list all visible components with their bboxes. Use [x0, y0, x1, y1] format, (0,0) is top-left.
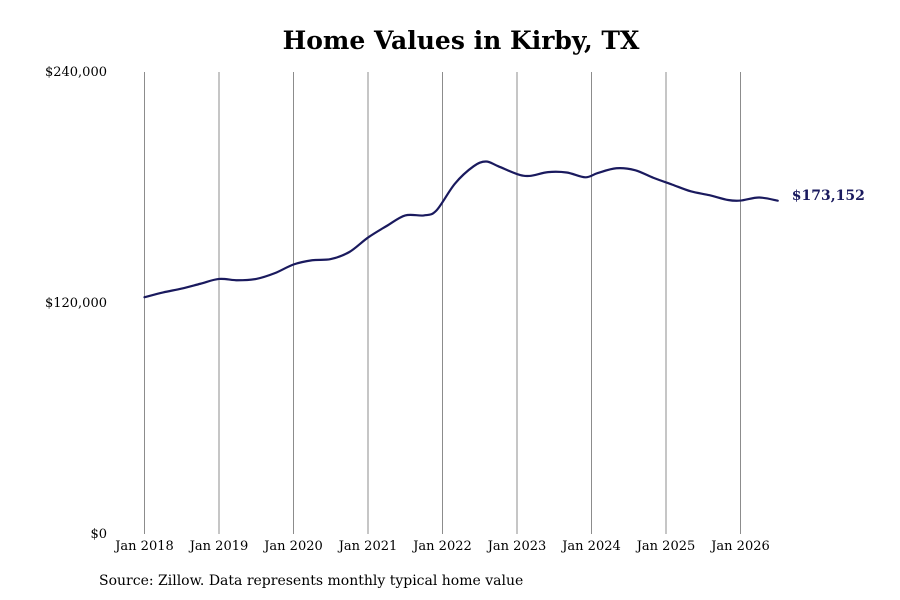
x-tick-label: Jan 2023: [486, 539, 547, 554]
x-tick-label: Jan 2021: [337, 539, 398, 554]
source-note: Source: Zillow. Data represents monthly …: [99, 573, 524, 589]
y-tick-label: $120,000: [45, 296, 107, 311]
x-tick-label: Jan 2025: [635, 539, 696, 554]
series-layer: [143, 160, 779, 299]
chart-title: Home Values in Kirby, TX: [282, 26, 640, 55]
y-tick-label: $240,000: [45, 65, 107, 80]
x-tick-label: Jan 2022: [411, 539, 472, 554]
y-tick-label: $0: [90, 527, 107, 542]
series-line: [143, 160, 779, 299]
grid-lines: [144, 72, 741, 534]
x-tick-label: Jan 2024: [560, 539, 621, 554]
x-tick-label: Jan 2026: [709, 539, 770, 554]
end-value-label: $173,152: [792, 188, 865, 204]
x-tick-label: Jan 2018: [113, 539, 174, 554]
y-axis-tick-labels: $0 $120,000 $240,000: [45, 65, 107, 542]
x-tick-label: Jan 2020: [262, 539, 323, 554]
x-axis-tick-labels: Jan 2018 Jan 2019 Jan 2020 Jan 2021 Jan 2022…: [113, 539, 770, 554]
x-tick-label: Jan 2019: [188, 539, 249, 554]
